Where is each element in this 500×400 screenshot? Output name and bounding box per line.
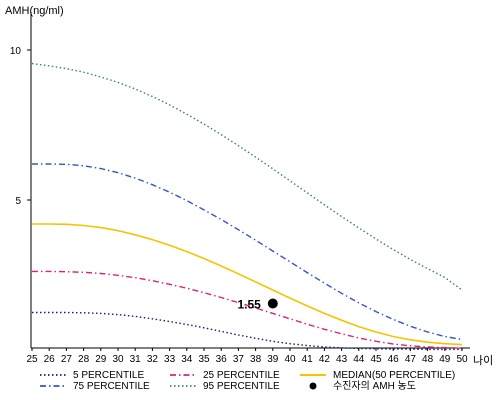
x-tick-label: 46 bbox=[388, 354, 400, 365]
series-line-95-percentile bbox=[31, 62, 463, 291]
x-tick-label: 44 bbox=[353, 354, 365, 365]
series-lines bbox=[31, 62, 463, 351]
y-tick-label: 10 bbox=[10, 46, 22, 57]
x-tick-label: 35 bbox=[198, 354, 210, 365]
x-tick-label: 40 bbox=[284, 354, 296, 365]
x-tick-label: 29 bbox=[95, 354, 107, 365]
x-tick-label: 37 bbox=[233, 354, 245, 365]
x-tick-label: 48 bbox=[422, 354, 434, 365]
x-tick-label: 49 bbox=[439, 354, 451, 365]
series-line-75-percentile bbox=[32, 163, 463, 341]
legend-point-marker bbox=[309, 382, 317, 390]
x-tick-label: 50 bbox=[456, 354, 468, 365]
series-line-median-50-percentile- bbox=[32, 223, 463, 346]
x-tick-label: 45 bbox=[370, 354, 382, 365]
x-tick-label: 30 bbox=[112, 354, 124, 365]
tick-labels: 25 26 27 28 29 30 31 32 33 34 35 36 37 38 39 40 41 42 43 44… bbox=[10, 46, 468, 365]
x-axis-label: 나이 bbox=[473, 354, 493, 367]
x-tick-label: 41 bbox=[302, 354, 314, 365]
patient-amh-value-label: 1.55 bbox=[237, 298, 261, 312]
x-tick-label: 28 bbox=[78, 354, 90, 365]
legend-label: 25 PERCENTILE bbox=[203, 370, 280, 381]
axes bbox=[27, 12, 470, 351]
x-tick-label: 31 bbox=[130, 354, 142, 365]
x-tick-label: 36 bbox=[216, 354, 228, 365]
x-tick-label: 39 bbox=[267, 354, 279, 365]
x-tick-label: 38 bbox=[250, 354, 262, 365]
x-tick-label: 27 bbox=[61, 354, 73, 365]
x-tick-label: 42 bbox=[319, 354, 331, 365]
x-tick-label: 25 bbox=[26, 354, 38, 365]
series-line-25-percentile bbox=[32, 270, 463, 349]
legend-label: MEDIAN(50 PERCENTILE) bbox=[333, 370, 455, 381]
y-tick-label: 5 bbox=[15, 196, 21, 207]
patient-point-group: 1.55 bbox=[237, 298, 278, 312]
legend-label: 95 PERCENTILE bbox=[203, 381, 280, 392]
legend: 5 PERCENTILE 25 PERCENTILE MEDIAN(50 PERCE… bbox=[40, 370, 455, 392]
series-line-5-percentile bbox=[32, 311, 462, 351]
x-tick-label: 32 bbox=[147, 354, 159, 365]
x-tick-label: 43 bbox=[336, 354, 348, 365]
patient-amh-point bbox=[267, 298, 278, 309]
x-tick-label: 34 bbox=[181, 354, 193, 365]
legend-label: 75 PERCENTILE bbox=[73, 381, 150, 392]
x-tick-label: 33 bbox=[164, 354, 176, 365]
legend-label: 5 PERCENTILE bbox=[73, 370, 144, 381]
legend-point-label: 수진자의 AMH 농도 bbox=[333, 380, 416, 392]
y-axis-label: AMH(ng/ml) bbox=[5, 5, 64, 17]
x-tick-label: 26 bbox=[44, 354, 56, 365]
x-tick-label: 47 bbox=[405, 354, 417, 365]
